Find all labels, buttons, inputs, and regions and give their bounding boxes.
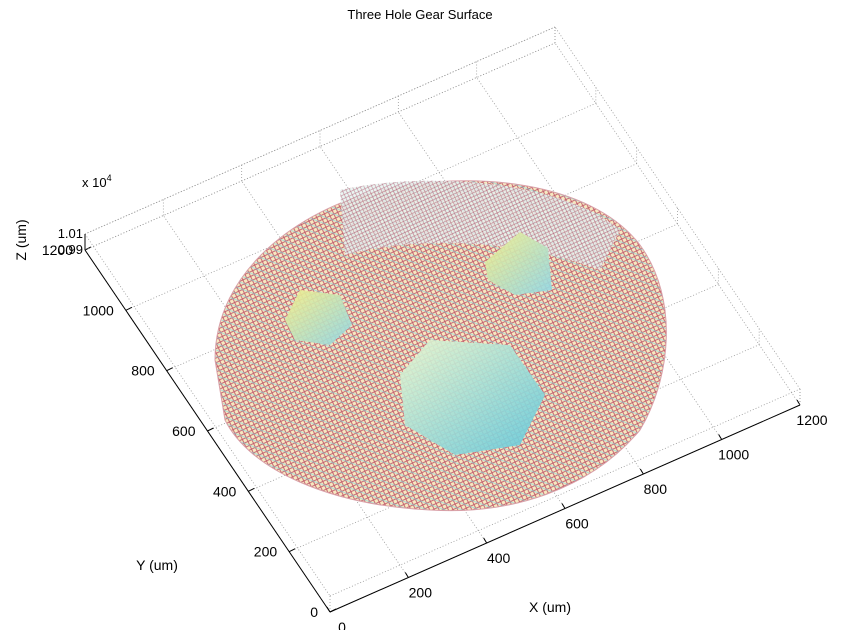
y-tick (289, 549, 295, 552)
y-tick-label: 800 (131, 363, 155, 379)
z-multiplier: x 104 (82, 173, 112, 190)
y-tick-label: 600 (172, 423, 196, 439)
y-tick (208, 428, 214, 431)
x-tick (562, 504, 565, 509)
chart-title: Three Hole Gear Surface (347, 7, 492, 22)
x-tick-label: 400 (487, 550, 511, 566)
y-axis-label: Y (um) (136, 557, 178, 573)
x-tick (640, 469, 643, 474)
y-tick-label: 0 (310, 604, 318, 620)
z-multiplier-base: x 10 (82, 175, 107, 190)
x-tick-label: 1000 (718, 447, 749, 463)
y-tick-label: 200 (254, 544, 278, 560)
x-tick (405, 573, 408, 578)
x-tick-label: 1200 (796, 412, 827, 428)
x-tick-label: 0 (338, 619, 346, 630)
z-tick-label: 1.01 (58, 226, 83, 241)
z-tick-label: 0.99 (58, 242, 83, 257)
x-axis-label: X (um) (529, 599, 571, 615)
x-tick (719, 435, 722, 440)
y-tick-label: 1000 (83, 302, 114, 318)
x-tick-label: 800 (644, 481, 668, 497)
z-multiplier-exponent: 4 (107, 173, 112, 183)
y-tick (167, 368, 173, 371)
y-tick (126, 307, 132, 310)
x-tick-label: 200 (409, 585, 433, 601)
z-axis-label: Z (um) (13, 219, 29, 260)
y-tick-label: 400 (213, 483, 237, 499)
chart: Three Hole Gear Surface X (um) Y (um) Z … (0, 0, 855, 630)
y-tick (248, 488, 254, 491)
x-tick (797, 400, 800, 405)
surface (215, 181, 666, 511)
x-tick-label: 600 (565, 516, 589, 532)
x-tick (484, 538, 487, 543)
